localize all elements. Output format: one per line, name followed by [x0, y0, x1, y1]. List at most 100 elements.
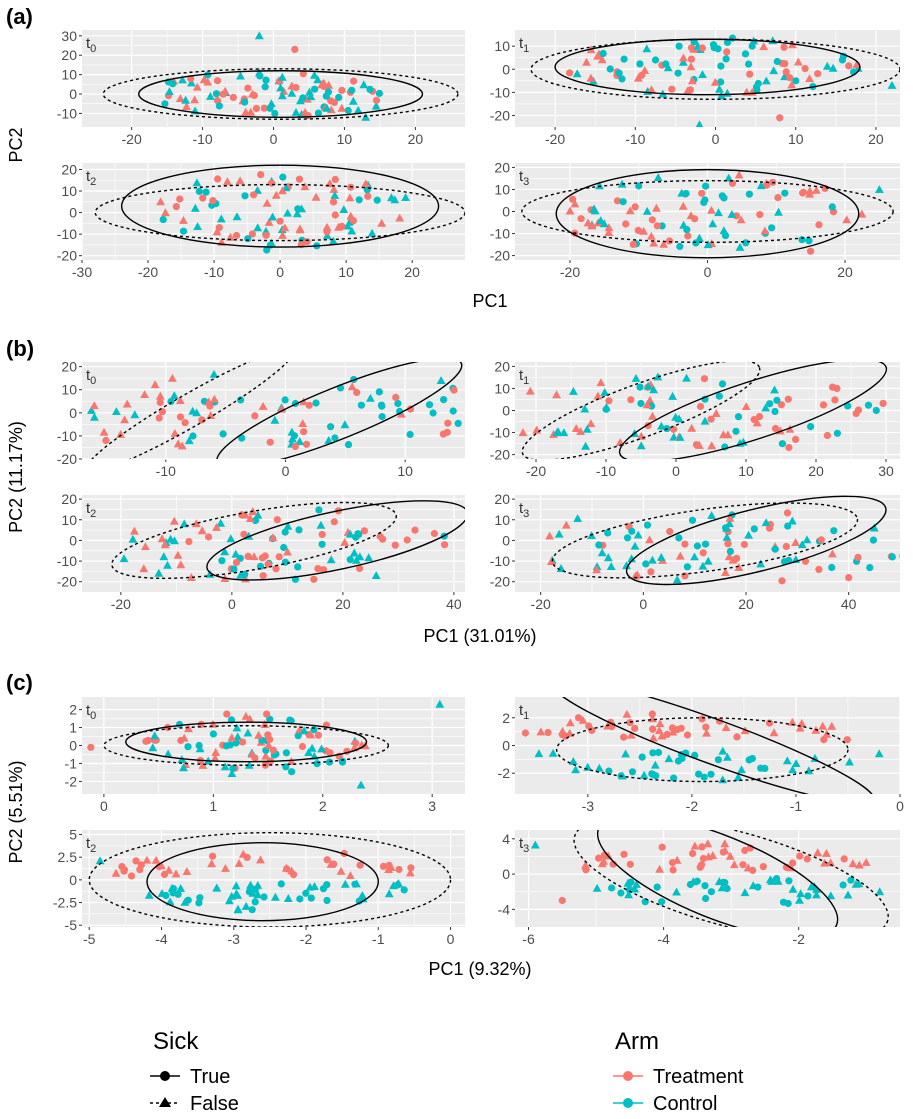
control-healthy-point: [220, 547, 230, 556]
treatment-healthy-point: [654, 726, 664, 735]
treatment-healthy-point: [813, 848, 823, 857]
subplot-a-t1: -20 -10 0 10 20 -20 -10 0 10 t1: [490, 30, 900, 147]
control-healthy-point: [178, 75, 187, 84]
control-healthy-point: [589, 204, 599, 213]
outlier-point: [435, 699, 445, 708]
control-healthy-point: [717, 883, 727, 892]
treatment-healthy-point: [593, 391, 603, 400]
treatment-healthy-point: [707, 205, 716, 214]
ellipse-sick-false: [88, 832, 452, 927]
control-sick-point: [251, 898, 259, 906]
y-tick-label: -10: [57, 226, 77, 242]
treatment-healthy-point: [752, 418, 762, 427]
treatment-sick-point: [473, 396, 480, 403]
treatment-healthy-point: [226, 232, 235, 241]
control-sick-point: [262, 76, 270, 84]
control-healthy-point: [112, 407, 121, 415]
control-sick-point: [636, 383, 644, 391]
treatment-healthy-point: [721, 568, 730, 576]
treatment-healthy-point: [346, 871, 355, 880]
control-healthy-point: [154, 568, 164, 577]
treatment-sick-point: [796, 852, 804, 860]
treatment-healthy-point: [791, 538, 800, 546]
y-tick-label: 10: [61, 512, 77, 528]
control-sick-point: [771, 545, 779, 553]
control-healthy-point: [668, 391, 677, 400]
control-healthy-point: [672, 887, 681, 896]
treatment-healthy-point: [306, 730, 316, 739]
y-tick-label: 10: [61, 382, 77, 398]
control-sick-point: [625, 886, 634, 894]
treatment-sick-point: [338, 86, 346, 94]
control-sick-point: [700, 773, 708, 781]
control-sick-point: [674, 69, 682, 77]
control-healthy-point: [756, 559, 766, 568]
treatment-healthy-point: [536, 727, 546, 736]
treatment-healthy-point: [141, 542, 150, 551]
control-healthy-point: [188, 406, 198, 415]
control-sick-point: [179, 227, 188, 235]
control-sick-point: [189, 432, 197, 440]
treatment-sick-point: [303, 238, 311, 246]
control-healthy-point: [330, 191, 340, 199]
control-healthy-point: [367, 228, 377, 237]
x-tick-label: 1: [209, 798, 217, 814]
control-sick-point: [344, 106, 352, 115]
treatment-healthy-point: [672, 855, 682, 864]
control-sick-point: [734, 413, 743, 421]
control-sick-point: [282, 749, 290, 757]
control-sick-point: [280, 543, 288, 552]
control-healthy-point: [744, 530, 753, 539]
treatment-sick-point: [244, 552, 252, 561]
treatment-sick-point: [631, 203, 639, 211]
points-layer: [530, 34, 900, 127]
treatment-healthy-point: [710, 77, 720, 86]
x-tick-label: -20: [545, 131, 565, 147]
treatment-healthy-point: [268, 533, 278, 542]
x-tick-label: 10: [788, 131, 804, 147]
control-sick-point: [604, 529, 612, 537]
treatment-healthy-point: [277, 404, 286, 413]
treatment-healthy-point: [241, 107, 251, 116]
y-tick-label: 10: [494, 380, 510, 396]
treatment-healthy-point: [151, 855, 161, 864]
control-healthy-point: [603, 553, 613, 562]
treatment-healthy-point: [264, 218, 274, 226]
control-healthy-point: [573, 514, 582, 522]
treatment-sick-point: [356, 564, 364, 573]
control-healthy-point: [340, 879, 350, 888]
control-sick-point: [338, 757, 346, 765]
control-sick-point: [628, 527, 636, 535]
y-tick-label: -20: [57, 574, 77, 590]
x-tick-label: -10: [204, 264, 224, 280]
control-healthy-point: [246, 880, 255, 889]
treatment-healthy-point: [175, 396, 185, 404]
treatment-sick-point: [634, 226, 642, 234]
control-sick-point: [682, 189, 690, 198]
control-sick-point: [237, 396, 245, 404]
control-healthy-point: [339, 205, 349, 213]
control-sick-point: [256, 562, 265, 570]
ellipse-sick-true: [596, 830, 839, 927]
treatment-sick-point: [176, 413, 185, 421]
treatment-sick-point: [765, 719, 774, 727]
treatment-healthy-point: [678, 201, 688, 210]
x-tick-label: -3: [228, 931, 241, 947]
treatment-healthy-point: [787, 717, 797, 726]
treatment-healthy-point: [245, 714, 255, 723]
outlier-point: [95, 856, 105, 865]
control-sick-point: [750, 525, 758, 533]
y-tick-label: 0: [502, 532, 510, 548]
control-healthy-point: [600, 388, 610, 396]
treatment-healthy-point: [182, 102, 191, 110]
control-healthy-point: [192, 178, 202, 187]
control-sick-point: [828, 203, 836, 211]
control-sick-point: [288, 768, 296, 776]
control-healthy-point: [268, 212, 277, 221]
treatment-healthy-point: [283, 547, 292, 556]
control-sick-point: [357, 401, 365, 409]
treatment-healthy-point: [282, 863, 291, 872]
treatment-sick-point: [698, 715, 706, 723]
treatment-healthy-point: [197, 526, 207, 535]
control-sick-point: [833, 429, 842, 437]
